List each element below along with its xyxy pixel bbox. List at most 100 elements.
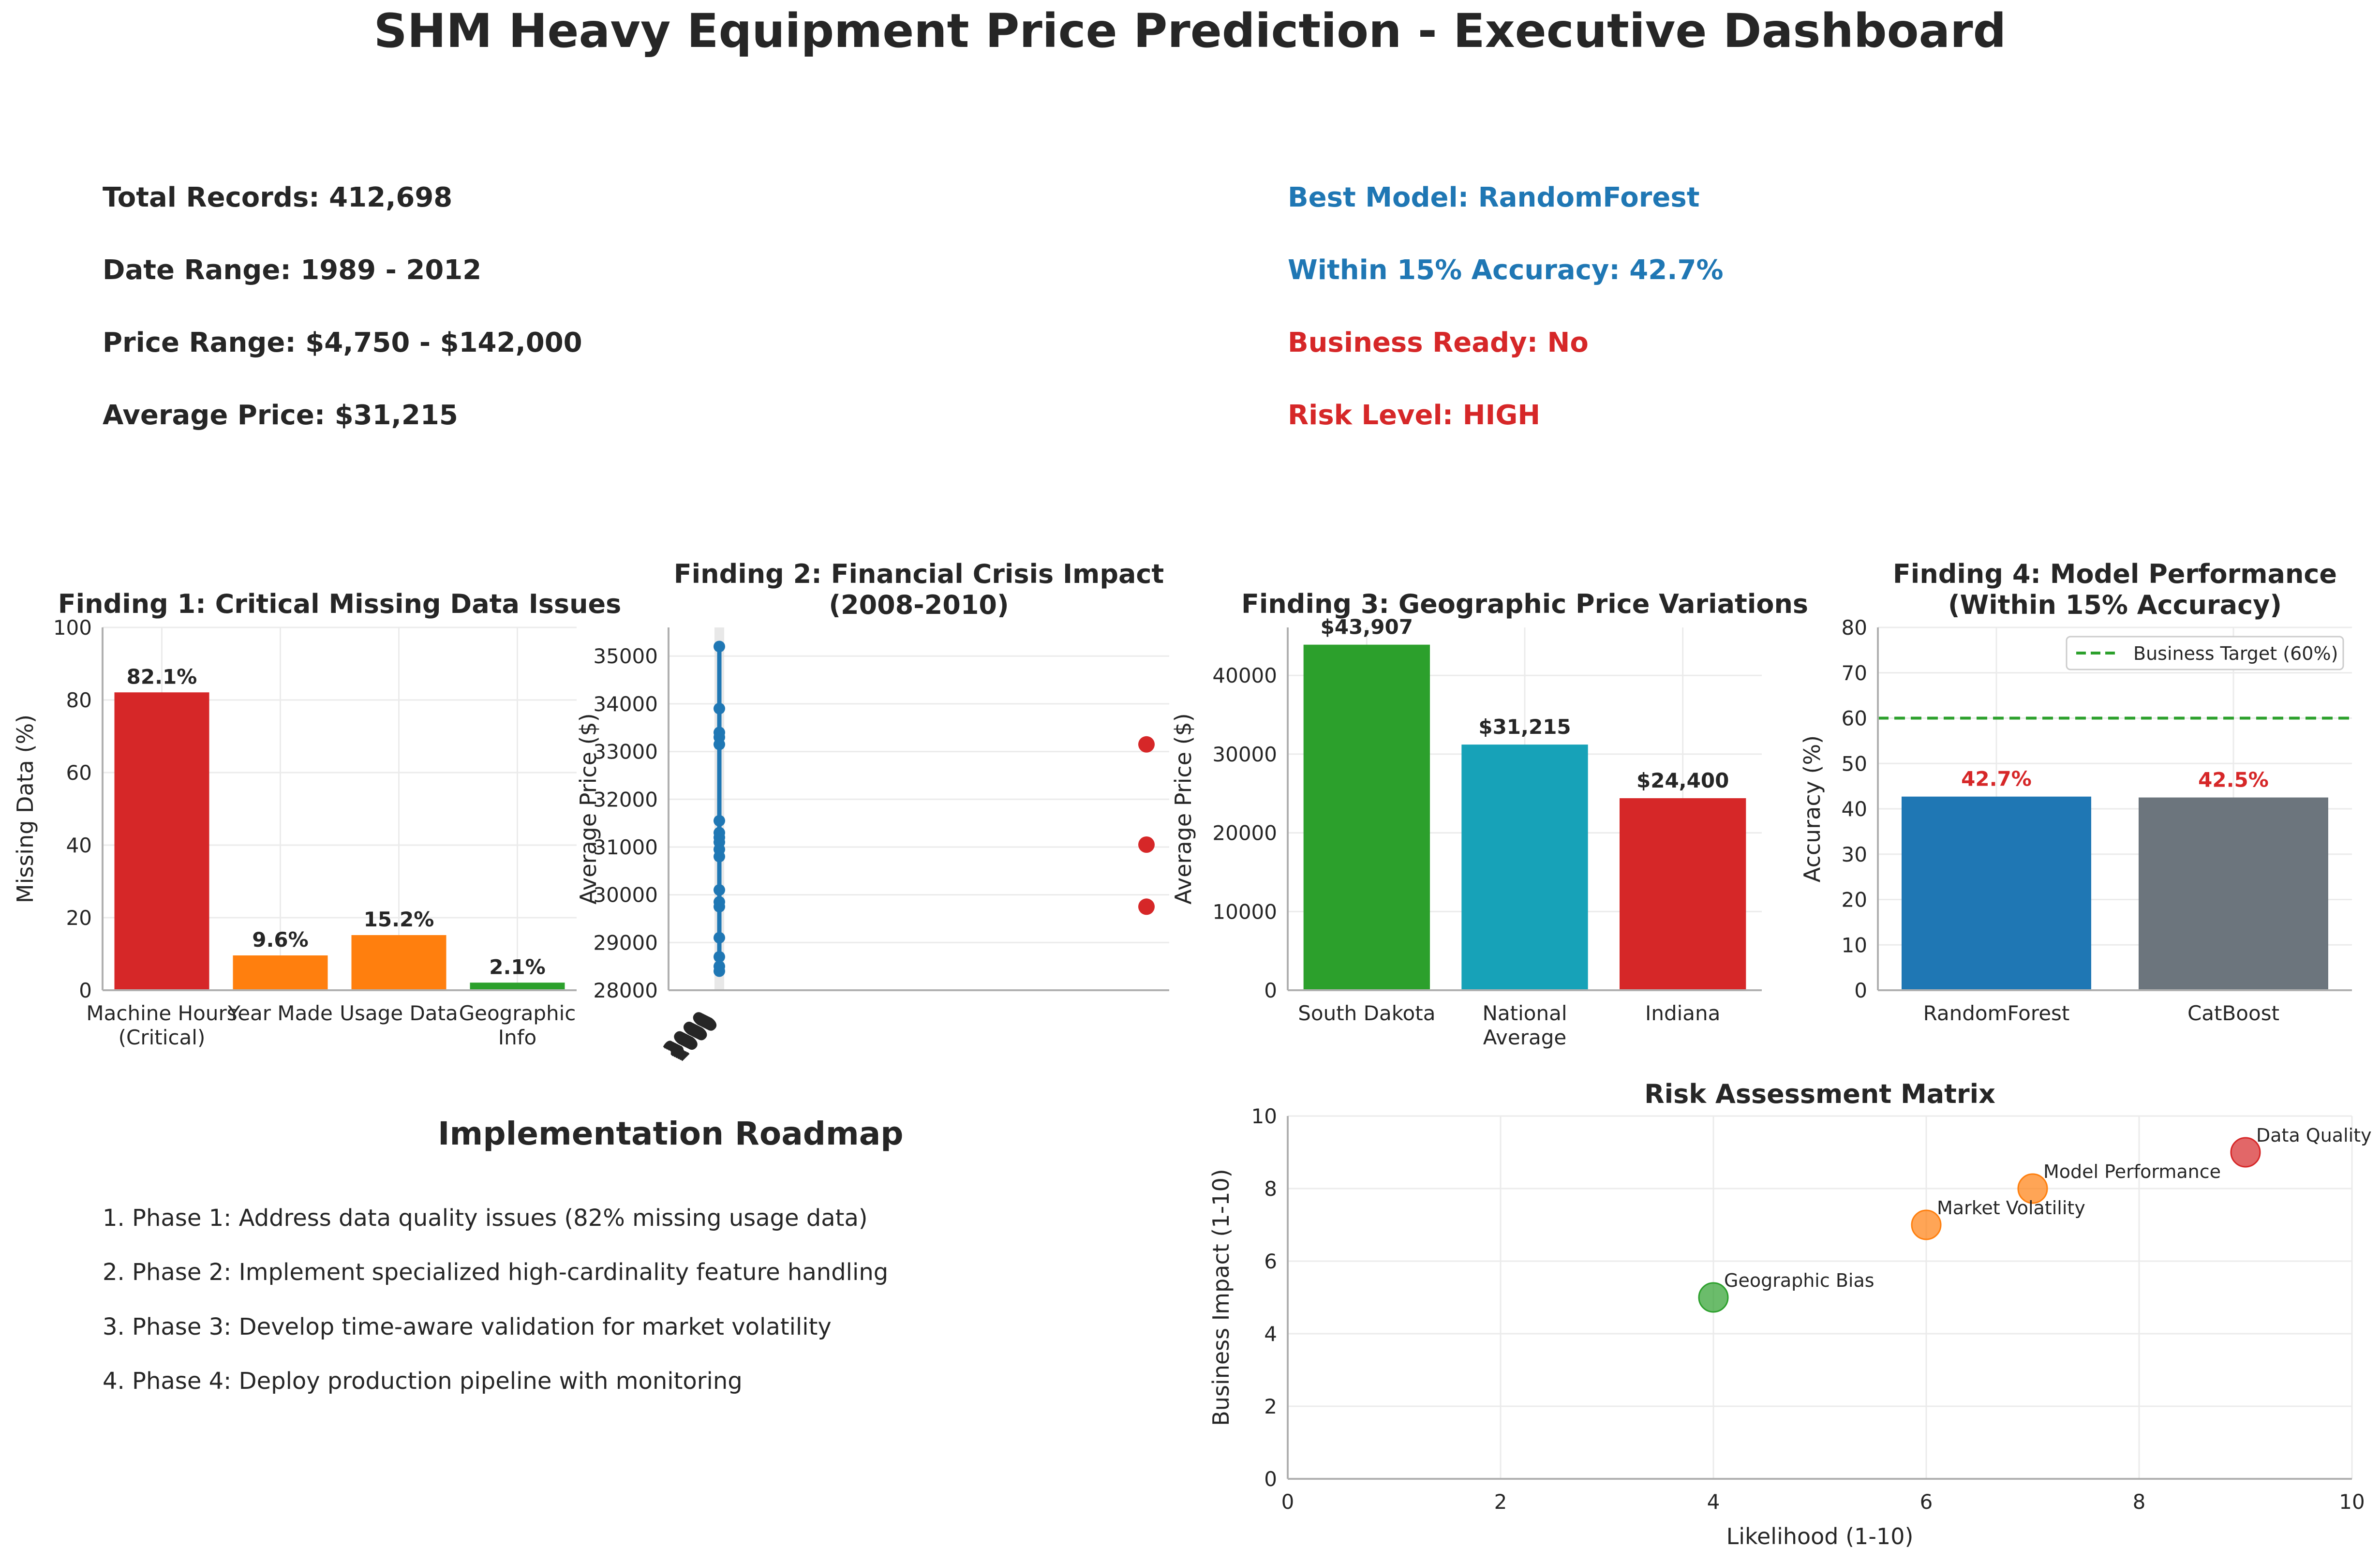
bar [470,982,565,990]
bar [2139,797,2328,990]
x-tick-label: 10 [2339,1490,2365,1514]
finding3-title: Finding 3: Geographic Price Variations [1241,589,1808,619]
bar-value-label: 9.6% [252,928,308,952]
bar-value-label: $24,400 [1636,769,1729,792]
bar [1461,744,1588,990]
roadmap-item: 3. Phase 3: Develop time-aware validatio… [103,1313,832,1340]
finding2-title: Finding 2: Financial Crisis Impact (2008-… [674,559,1164,620]
crisis-point [1138,898,1155,915]
y-tick-label: 40 [66,834,92,857]
y-tick-label: 20 [66,906,92,930]
kpi-total-records: Total Records: 412,698 [103,182,453,213]
legend: Business Target (60%) [2066,636,2344,670]
line-point [714,738,725,750]
x-tick-label: 8 [2133,1490,2146,1514]
risk-point-label: Geographic Bias [1724,1270,1874,1291]
x-tick-label: Indiana [1645,1001,1720,1025]
x-tick-label: 6 [1920,1490,1933,1514]
y-axis-label: Accuracy (%) [1799,735,1825,882]
line-point [714,850,725,863]
line-point [714,815,725,827]
y-tick-label: 31000 [593,835,658,859]
x-tick-label: South Dakota [1298,1001,1435,1025]
legend-label: Business Target (60%) [2133,643,2338,664]
y-axis-label: Missing Data (%) [12,715,38,903]
y-tick-label: 20000 [1212,821,1277,845]
y-tick-label: 32000 [593,788,658,811]
risk-title: Risk Assessment Matrix [1644,1079,1995,1109]
x-tick-label: Geographic Info [459,1001,576,1049]
y-tick-label: 70 [1842,661,1867,685]
y-tick-label: 30000 [593,883,658,907]
kpi-business-ready: Business Ready: No [1288,327,1589,358]
x-axis-label: Likelihood (1-10) [1726,1523,1914,1549]
risk-point [1911,1209,1942,1240]
x-tick-label: Usage Data [340,1001,458,1025]
x-tick-label: National Average [1482,1001,1567,1049]
y-tick-label: 34000 [593,692,658,716]
bar-value-label: 82.1% [127,665,197,688]
y-axis-label: Average Price ($) [1170,713,1196,905]
x-tick-label: Machine Hours (Critical) [86,1001,237,1049]
y-tick-label: 80 [66,688,92,712]
bar [351,935,446,990]
risk-point-label: Data Quality [2256,1125,2372,1146]
risk-point-label: Model Performance [2043,1161,2221,1182]
risk-point [2230,1137,2261,1168]
y-tick-label: 80 [1842,616,1867,640]
line-point [714,884,725,896]
y-tick-label: 0 [1264,979,1277,1002]
kpi-price-range: Price Range: $4,750 - $142,000 [103,327,582,358]
y-tick-label: 30 [1842,843,1867,866]
bar-value-label: 42.7% [1961,767,2032,791]
y-tick-label: 0 [1854,979,1867,1002]
x-tick-label: CatBoost [2187,1001,2279,1025]
x-tick-label: Year Made [227,1001,333,1025]
crisis-point [1138,836,1155,853]
finding1-title: Finding 1: Critical Missing Data Issues [58,589,622,619]
risk-point [1698,1282,1729,1313]
y-tick-label: 10000 [1212,900,1277,923]
line-point [714,932,725,944]
roadmap-item: 2. Phase 2: Implement specialized high-c… [103,1259,889,1286]
y-tick-label: 40 [1842,797,1867,821]
kpi-accuracy: Within 15% Accuracy: 42.7% [1288,254,1724,286]
bar-value-label: 2.1% [489,955,545,979]
y-tick-label: 28000 [593,979,658,1002]
y-tick-label: 10 [1842,933,1867,957]
dashboard-title: SHM Heavy Equipment Price Prediction - E… [373,4,2007,58]
x-tick-label: RandomForest [1923,1001,2070,1025]
y-tick-label: 33000 [593,740,658,764]
y-axis-label: Average Price ($) [575,713,601,905]
crisis-point [1138,736,1155,753]
bar [114,692,209,990]
y-tick-label: 29000 [593,931,658,954]
line-point [714,951,725,963]
y-tick-label: 30000 [1212,743,1277,766]
y-tick-label: 40000 [1212,664,1277,687]
line-point [714,965,725,977]
y-tick-label: 4 [1264,1322,1277,1346]
y-tick-label: 6 [1264,1250,1277,1273]
bar-value-label: 15.2% [364,908,434,931]
bar-value-label: $43,907 [1321,615,1413,639]
line-point [714,702,725,715]
line-point [714,640,725,653]
roadmap-item: 1. Phase 1: Address data quality issues … [103,1205,868,1232]
y-tick-label: 8 [1264,1177,1277,1201]
bar [1902,796,2091,990]
y-tick-label: 0 [79,979,92,1002]
x-tick-label: 4 [1707,1490,1720,1514]
bar [1620,798,1746,990]
kpi-date-range: Date Range: 1989 - 2012 [103,254,482,286]
y-tick-label: 100 [53,616,92,640]
y-tick-label: 50 [1842,752,1867,775]
risk-point-label: Market Volatility [1937,1197,2085,1219]
risk-point [2017,1173,2048,1204]
y-tick-label: 20 [1842,888,1867,912]
y-tick-label: 2 [1264,1395,1277,1418]
bar-value-label: 42.5% [2198,768,2269,792]
legend-box [2066,636,2344,670]
x-tick-label: 2 [1494,1490,1507,1514]
